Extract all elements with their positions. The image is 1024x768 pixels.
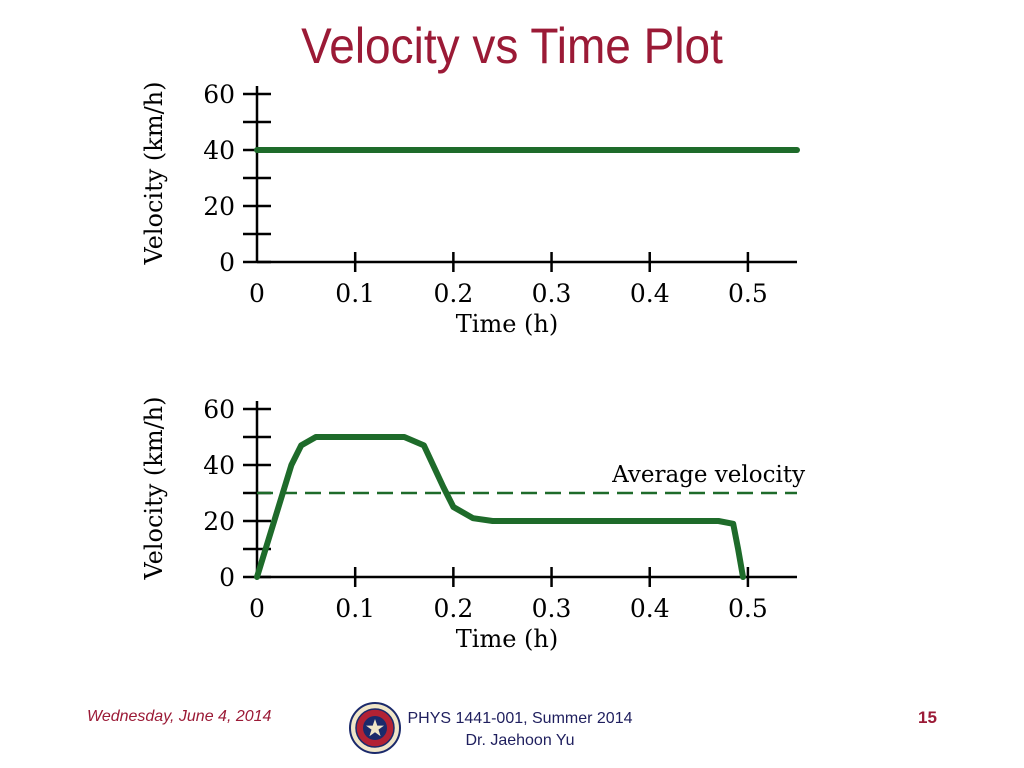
velocity-curve [254, 434, 746, 580]
x-tick-label: 0.5 [728, 279, 768, 308]
x-axis-label: Time (h) [456, 310, 558, 338]
average-velocity-annotation: Average velocity [611, 462, 805, 488]
x-tick-label: 0.3 [532, 279, 572, 308]
x-axis-label: Time (h) [456, 625, 558, 653]
data-point [332, 434, 339, 440]
x-tick-label: 0.5 [728, 594, 768, 623]
course-name: PHYS 1441-001, Summer 2014 [407, 710, 633, 727]
x-tick-label: 0 [249, 594, 265, 623]
x-tick-label: 0.2 [433, 594, 473, 623]
slide-title: Velocity vs Time Plot [301, 18, 723, 74]
x-tick-label: 0.4 [630, 279, 670, 308]
data-point [401, 434, 407, 440]
data-point [470, 515, 476, 521]
footer-date: Wednesday, June 4, 2014 [87, 708, 272, 725]
y-tick-label: 0 [219, 248, 235, 277]
data-point [254, 574, 260, 580]
y-tick-label: 60 [203, 395, 235, 424]
data-point [421, 442, 427, 448]
y-tick-label: 40 [203, 451, 235, 480]
x-tick-label: 0.1 [335, 279, 375, 308]
x-tick-label: 0.3 [532, 594, 572, 623]
data-point [288, 462, 294, 468]
velocity-plot-varying: 0 20 40 60 0 0.1 0.2 0.3 0.4 0.5 Time (h) Velocity … [125, 395, 815, 662]
university-seal-icon [349, 702, 401, 754]
data-point [298, 442, 304, 448]
x-tick-label: 0.4 [630, 594, 670, 623]
y-tick-label: 20 [203, 507, 235, 536]
y-axis-label: Velocity (km/h) [140, 397, 168, 581]
chart-varying-velocity: 0 20 40 60 0 0.1 0.2 0.3 0.4 0.5 Time (h) Velocity … [140, 395, 805, 653]
x-tick-label: 0 [249, 279, 265, 308]
y-tick-label: 60 [203, 80, 235, 109]
y-tick-label: 20 [203, 192, 235, 221]
x-tick-label: 0.1 [335, 594, 375, 623]
instructor-name: Dr. Jaehoon Yu [465, 732, 575, 749]
data-point [730, 521, 736, 527]
data-point [313, 434, 319, 440]
data-point [254, 147, 260, 153]
velocity-plot-constant: 0 20 40 60 0 0.1 0.2 0.3 0.4 0.5 Time (h) Velocity … [125, 80, 815, 347]
page-number: 15 [918, 708, 937, 727]
y-tick-label: 40 [203, 136, 235, 165]
data-point [735, 546, 741, 552]
data-point [440, 484, 447, 490]
data-point [490, 518, 496, 524]
data-point [794, 147, 800, 153]
data-point [740, 574, 746, 580]
y-tick-label: 0 [219, 563, 235, 592]
x-tick-label: 0.2 [433, 279, 473, 308]
footer-course-info: PHYS 1441-001, Summer 2014 Dr. Jaehoon Y… [380, 708, 660, 752]
chart-constant-velocity: 0 20 40 60 0 0.1 0.2 0.3 0.4 0.5 Time (h) Velocity … [140, 80, 800, 338]
y-axis-label: Velocity (km/h) [140, 82, 168, 266]
data-point [715, 518, 722, 524]
data-point [450, 504, 456, 510]
